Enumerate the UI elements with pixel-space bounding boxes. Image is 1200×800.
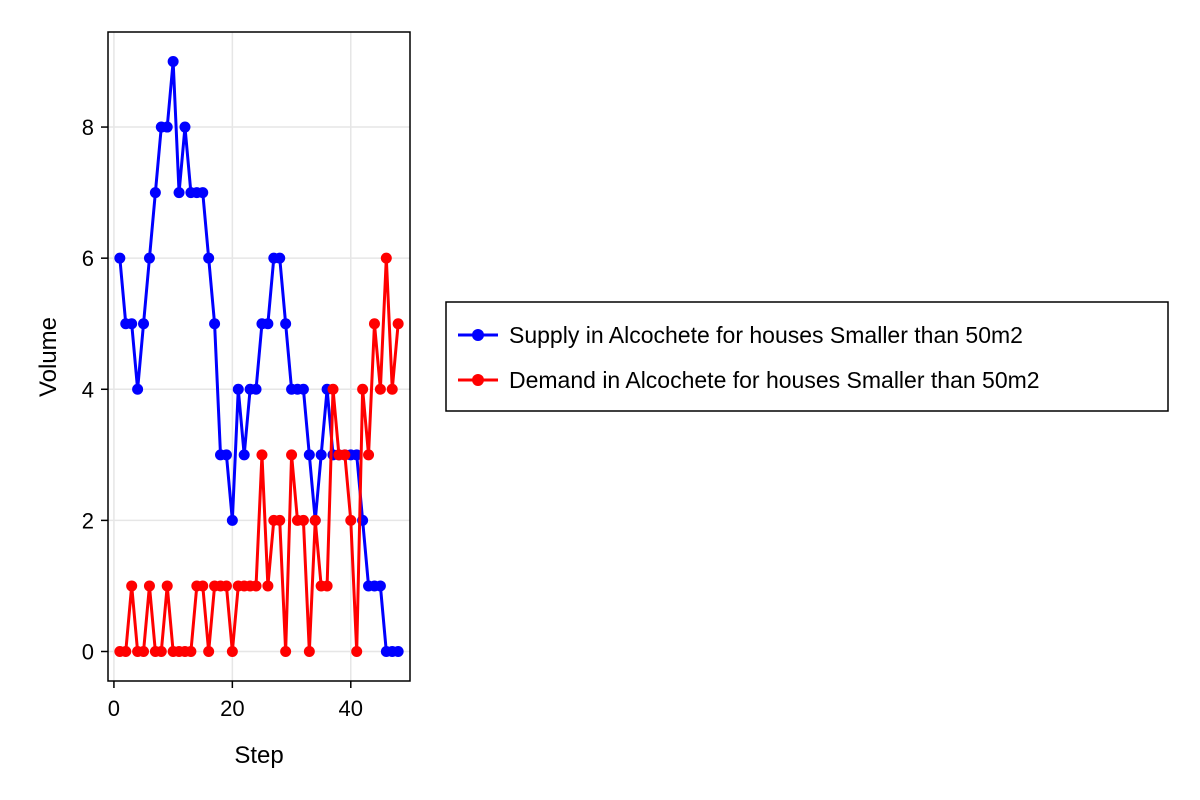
x-tick-label: 0 [108, 696, 120, 721]
legend-supply-marker [472, 329, 484, 341]
data-point [203, 646, 215, 657]
data-point [220, 580, 232, 592]
series-1 [114, 252, 404, 657]
data-point [138, 318, 150, 330]
data-point [132, 383, 144, 395]
data-point [179, 121, 191, 133]
data-point [392, 318, 404, 330]
legend-supply-label: Supply in Alcochete for houses Smaller t… [509, 322, 1023, 348]
data-point [303, 449, 315, 461]
data-point [374, 580, 386, 592]
data-point [315, 449, 327, 461]
data-point [357, 383, 369, 395]
data-point [197, 580, 209, 592]
plot-frame [107, 31, 411, 682]
data-point [368, 318, 380, 330]
data-point [339, 449, 351, 461]
data-point [363, 449, 375, 461]
series-line [119, 256, 400, 653]
data-point [297, 514, 309, 526]
legend: Supply in Alcochete for houses Smaller t… [445, 301, 1169, 412]
data-point [155, 646, 167, 657]
data-point [161, 121, 173, 133]
data-point [226, 646, 238, 657]
data-point [297, 383, 309, 395]
x-tick-label: 20 [220, 696, 244, 721]
data-point [197, 187, 209, 199]
data-point [351, 646, 363, 657]
data-point [274, 514, 286, 526]
data-point [286, 449, 298, 461]
data-point [274, 252, 286, 264]
data-point [262, 318, 274, 330]
y-axis-ticks: 0 2 4 6 8 [82, 115, 108, 665]
y-tick-label: 2 [82, 508, 94, 533]
data-point [149, 187, 161, 199]
data-point [280, 646, 292, 657]
data-point [143, 580, 155, 592]
x-tick-label: 40 [339, 696, 363, 721]
data-point [167, 56, 179, 67]
series-layer [114, 56, 404, 657]
data-point [203, 252, 215, 264]
data-point [126, 580, 138, 592]
data-point [250, 580, 262, 592]
data-point [386, 383, 398, 395]
data-point [345, 514, 357, 526]
data-point [143, 252, 155, 264]
y-axis-label: Volume [35, 317, 62, 397]
data-point [238, 449, 250, 461]
x-axis-ticks: 0 20 40 [108, 681, 363, 721]
data-point [256, 449, 268, 461]
data-point [262, 580, 274, 592]
data-point [309, 514, 321, 526]
data-point [232, 383, 244, 395]
data-point [303, 646, 315, 657]
data-point [280, 318, 292, 330]
data-point [250, 383, 262, 395]
legend-demand-label: Demand in Alcochete for houses Smaller t… [509, 367, 1040, 393]
data-point [185, 646, 197, 657]
data-point [126, 318, 138, 330]
legend-demand-marker [472, 374, 484, 386]
data-point [226, 514, 238, 526]
series-0 [114, 56, 404, 657]
data-point [138, 646, 150, 657]
data-point [120, 646, 132, 657]
data-point [392, 646, 404, 657]
data-point [374, 383, 386, 395]
x-axis-label: Step [234, 742, 283, 769]
data-point [209, 318, 221, 330]
data-point [220, 449, 232, 461]
data-point [321, 580, 333, 592]
legend-box [445, 301, 1169, 412]
y-tick-label: 8 [82, 115, 94, 140]
y-tick-label: 0 [82, 640, 94, 665]
data-point [173, 187, 185, 199]
data-point [380, 252, 392, 264]
data-point [327, 383, 339, 395]
y-tick-label: 4 [82, 377, 94, 402]
data-point [351, 449, 363, 461]
data-point [161, 580, 173, 592]
data-point [114, 252, 126, 264]
series-line [118, 60, 399, 653]
y-tick-label: 6 [82, 246, 94, 271]
